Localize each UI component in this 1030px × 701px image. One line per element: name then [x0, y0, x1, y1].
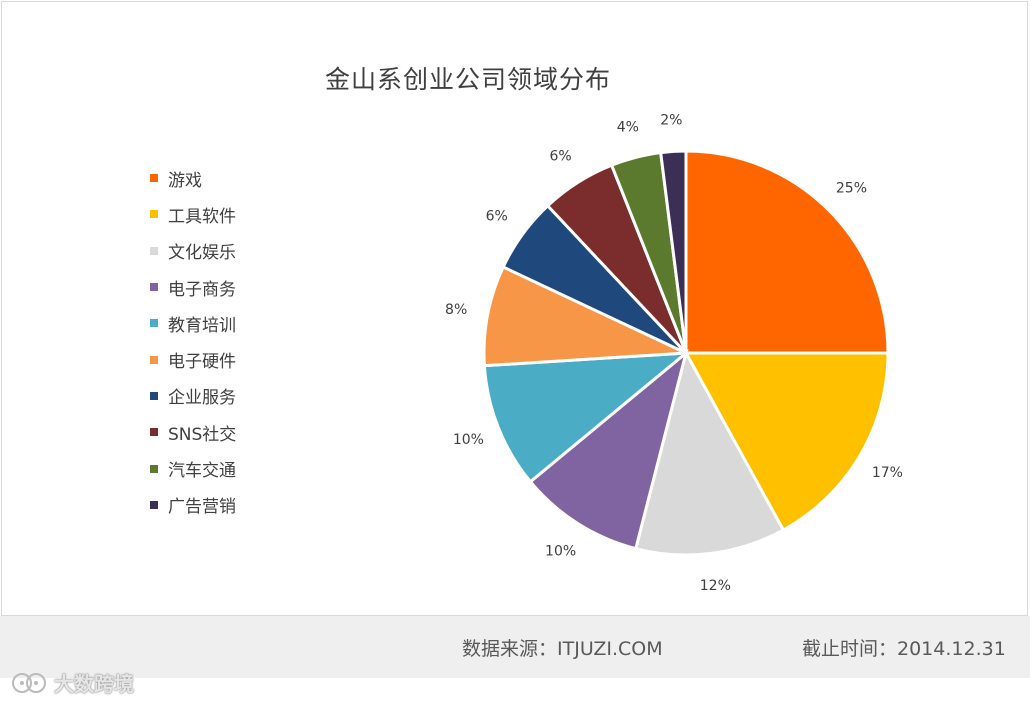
legend-swatch — [150, 428, 158, 437]
legend-label: 汽车交通 — [168, 461, 236, 482]
data-label: 10% — [545, 544, 576, 560]
legend-label: 工具软件 — [168, 206, 236, 227]
legend-swatch — [150, 355, 158, 364]
legend-swatch — [150, 319, 158, 328]
watermark-text: 大数跨境 — [54, 672, 134, 696]
legend-item: 游戏 — [150, 160, 236, 196]
data-label: 4% — [617, 119, 639, 135]
data-label: 12% — [700, 578, 731, 594]
legend-item: 教育培训 — [150, 305, 236, 341]
watermark-logo-icon — [12, 672, 46, 693]
legend-item: 电子硬件 — [150, 341, 236, 377]
chart-title: 金山系创业公司领域分布 — [325, 65, 612, 94]
pie-slice — [659, 149, 688, 354]
legend-label: 文化娱乐 — [168, 243, 236, 264]
data-label: 6% — [486, 208, 508, 224]
legend-swatch — [150, 391, 158, 400]
legend-label: 广告营销 — [168, 497, 236, 518]
data-label: 25% — [836, 181, 867, 197]
data-label: 8% — [445, 302, 467, 318]
pie-slice — [482, 351, 691, 484]
pie-slice — [482, 264, 687, 368]
legend-swatch — [150, 500, 158, 509]
pie-slice — [684, 149, 890, 355]
legend-item: 电子商务 — [150, 269, 236, 305]
pie-slice — [528, 348, 689, 551]
legend-item: 文化娱乐 — [150, 233, 236, 269]
legend-swatch — [150, 210, 158, 219]
legend-swatch — [150, 464, 158, 473]
legend: 游戏工具软件文化娱乐电子商务教育培训电子硬件企业服务 SNS社交汽车交通广告营销 — [150, 160, 236, 523]
legend-label: 企业服务 — [168, 388, 236, 409]
legend-item: 广告营销 — [150, 487, 236, 523]
pie-slice — [633, 348, 786, 557]
legend-label: 游戏 — [168, 170, 202, 191]
legend-item: SNS社交 — [150, 414, 236, 450]
data-label: 17% — [872, 465, 903, 481]
legend-item: 工具软件 — [150, 196, 236, 232]
legend-label: SNS社交 — [168, 424, 237, 445]
footer: 数据来源：ITJUZI.COM 截止时间：2014.12.31 — [0, 616, 1030, 678]
cutoff-date: 截止时间：2014.12.31 — [802, 638, 1006, 660]
legend-swatch — [150, 283, 158, 292]
legend-label: 电子硬件 — [168, 352, 236, 373]
data-label: 6% — [550, 148, 572, 164]
legend-swatch — [150, 246, 158, 255]
legend-swatch — [150, 174, 158, 183]
data-source: 数据来源：ITJUZI.COM — [462, 638, 663, 660]
pie-slice — [683, 351, 890, 533]
legend-label: 电子商务 — [168, 279, 236, 300]
legend-item: 汽车交通 — [150, 450, 236, 486]
watermark: 大数跨境 — [10, 668, 134, 697]
data-label: 10% — [453, 432, 484, 448]
pie-chart: 25% 17% 12% 10% 10% 8% 6% 6% 4% 2% — [445, 112, 903, 594]
legend-item: 企业服务 — [150, 378, 236, 414]
legend-label: 教育培训 — [168, 315, 236, 336]
data-label: 2% — [660, 112, 682, 128]
